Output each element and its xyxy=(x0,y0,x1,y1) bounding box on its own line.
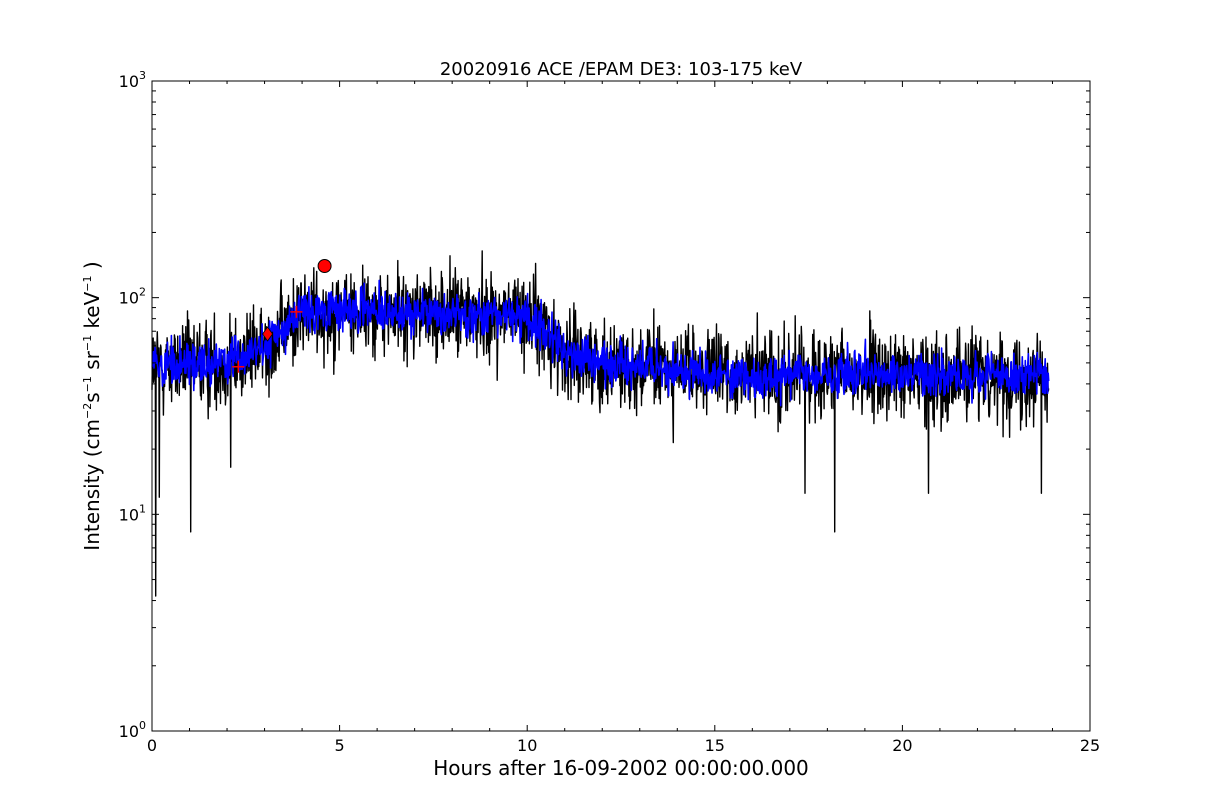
x-tick-label: 25 xyxy=(1080,736,1100,755)
y-axis-label-suffix: ) xyxy=(80,261,104,275)
plot-frame xyxy=(151,80,1091,732)
marker-diamond xyxy=(262,326,274,342)
y-tick-label: 103 xyxy=(119,69,146,91)
y-axis-label: Intensity (cm−2s−1 sr−1 keV−1 ) xyxy=(80,261,104,550)
y-tick-label: 102 xyxy=(119,286,146,308)
y-axis-label-exp-2: −1 xyxy=(81,376,94,392)
x-tick-label: 5 xyxy=(335,736,345,755)
x-axis-label: Hours after 16-09-2002 00:00:00.000 xyxy=(433,756,809,780)
series-line-smoothed xyxy=(151,279,1050,407)
x-tick-label: 0 xyxy=(147,736,157,755)
chart-title: 20020916 ACE /EPAM DE3: 103-175 keV xyxy=(440,59,803,80)
x-tick-label: 10 xyxy=(517,736,537,755)
y-axis-label-kev: keV xyxy=(80,291,104,335)
y-tick-label: 100 xyxy=(119,719,146,741)
tick-layer: 0 5 10 15 20 25 100 101 102 103 xyxy=(119,69,1101,755)
y-axis-label-sr: sr xyxy=(80,350,104,376)
series-line-raw xyxy=(151,250,1050,597)
x-tick-label: 20 xyxy=(892,736,912,755)
x-tick-label: 15 xyxy=(705,736,725,755)
y-axis-label-exp-4: −1 xyxy=(81,275,94,291)
y-axis-label-exp-3: −1 xyxy=(81,335,94,351)
y-tick-label: 101 xyxy=(119,502,146,524)
y-axis-label-s: s xyxy=(80,392,104,402)
marker-plus xyxy=(290,305,303,318)
marker-circle xyxy=(317,259,332,274)
y-axis-label-prefix: Intensity (cm xyxy=(80,419,104,551)
marker-layer xyxy=(232,259,332,373)
series-layer xyxy=(151,250,1050,597)
y-axis-label-exp-1: −2 xyxy=(81,403,94,419)
marker-plus xyxy=(232,360,245,373)
